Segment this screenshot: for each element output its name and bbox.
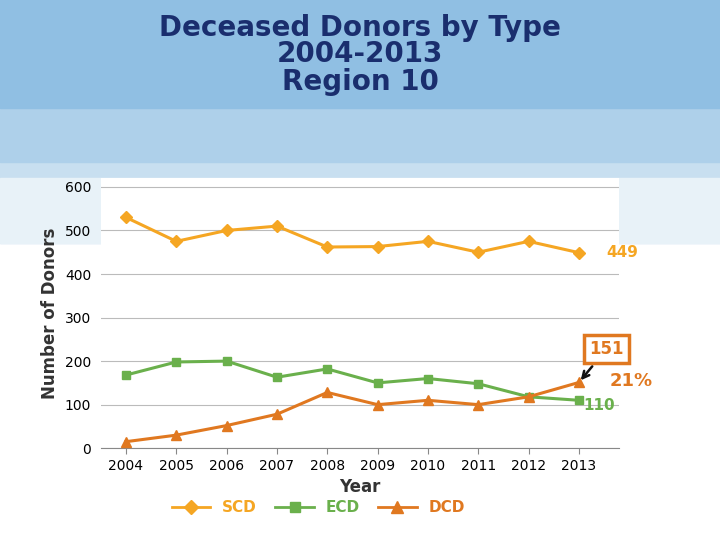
Text: Region 10: Region 10 — [282, 68, 438, 96]
Legend: SCD, ECD, DCD: SCD, ECD, DCD — [166, 494, 471, 522]
Bar — [0, 0, 720, 108]
Bar — [0, 0, 720, 162]
Text: 449: 449 — [607, 245, 639, 260]
X-axis label: Year: Year — [339, 478, 381, 496]
Text: 110: 110 — [583, 399, 615, 414]
Bar — [0, 0, 720, 243]
Text: 2004-2013: 2004-2013 — [276, 40, 444, 69]
Text: 21%: 21% — [609, 372, 652, 390]
Y-axis label: Number of Donors: Number of Donors — [41, 227, 59, 399]
Bar — [0, 178, 720, 243]
Text: Deceased Donors by Type: Deceased Donors by Type — [159, 14, 561, 42]
Text: 151: 151 — [582, 340, 624, 378]
